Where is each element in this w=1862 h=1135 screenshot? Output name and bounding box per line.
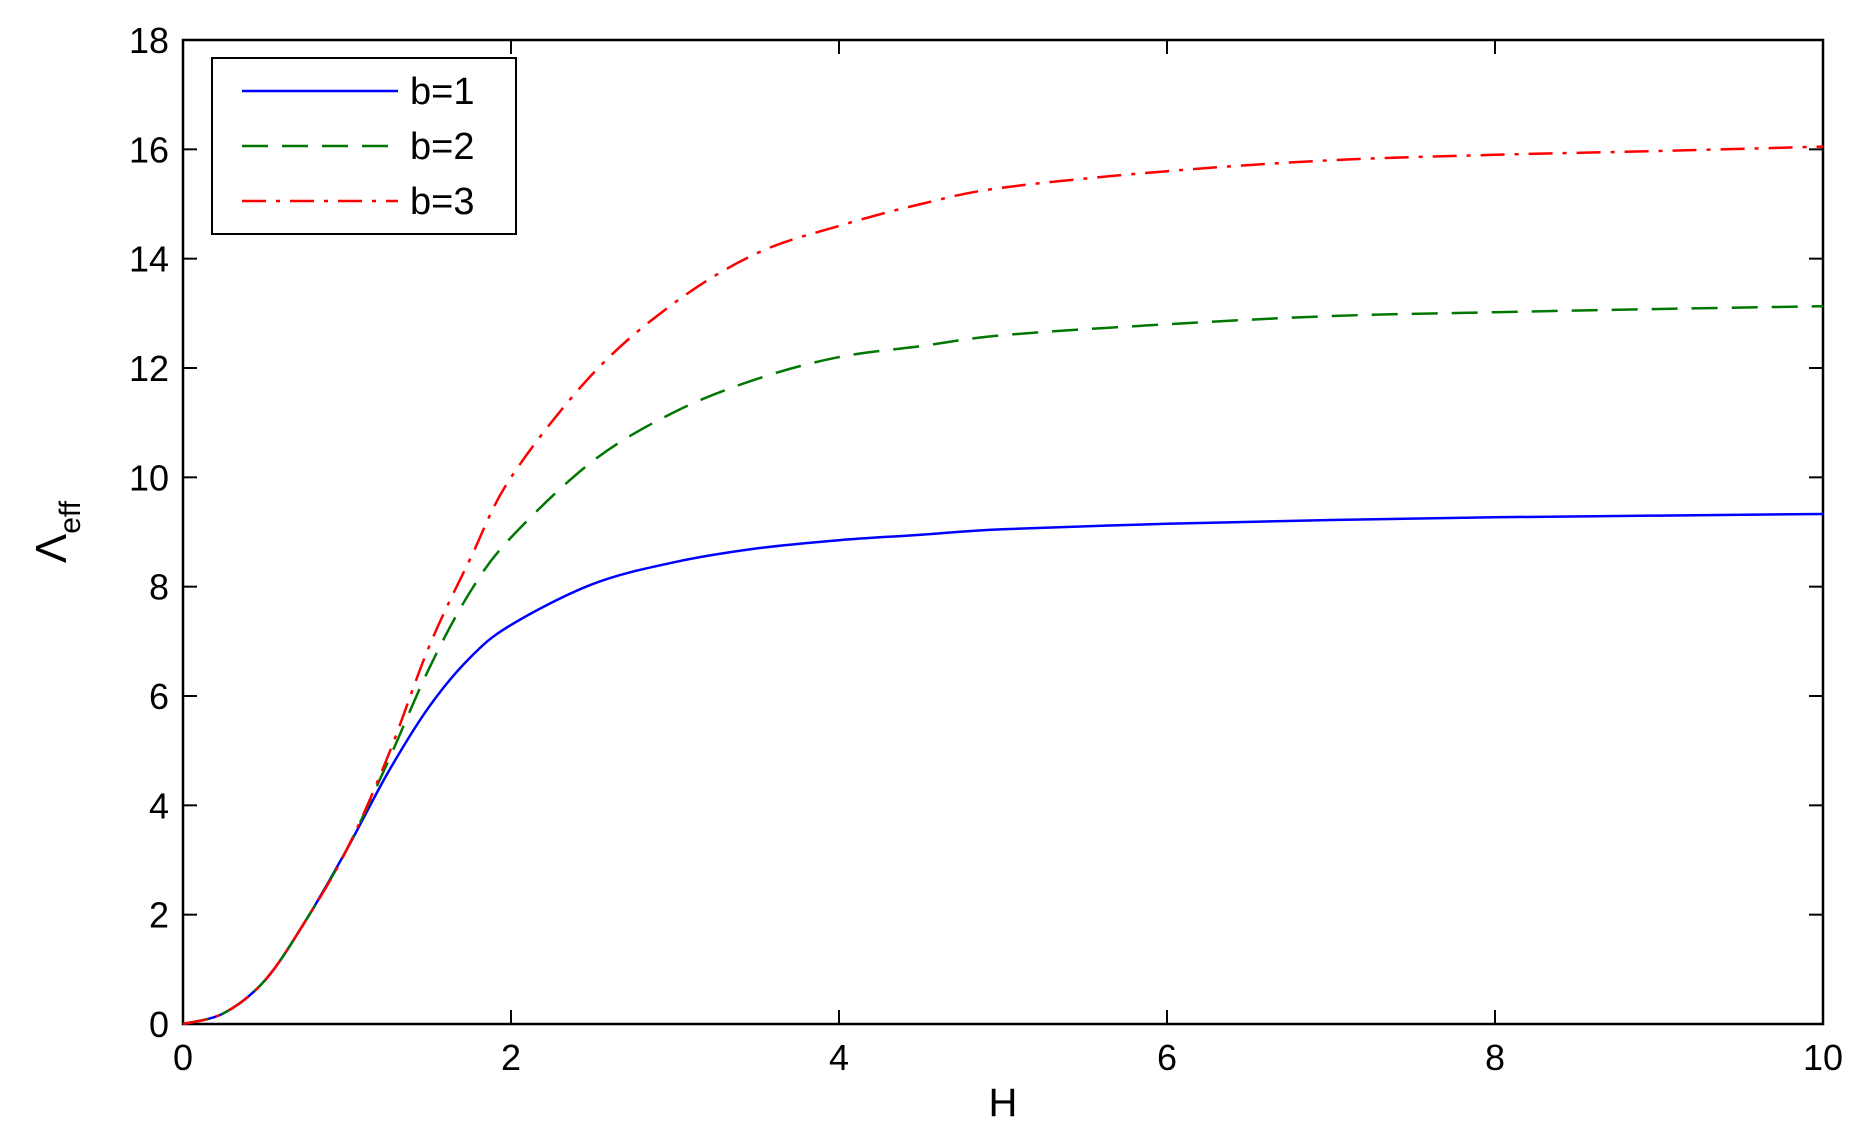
y-tick-label: 2 (149, 895, 169, 936)
x-tick-label: 4 (829, 1037, 849, 1078)
y-tick-label: 6 (149, 676, 169, 717)
y-tick-label: 8 (149, 567, 169, 608)
y-tick-label: 18 (129, 20, 169, 61)
x-tick-label: 2 (501, 1037, 521, 1078)
series-line-b2 (182, 304, 1824, 1026)
y-tick-label: 10 (129, 457, 169, 498)
y-axis-label-subscript: eff (54, 500, 87, 533)
legend-label-b2: b=2 (410, 126, 474, 168)
y-axis-label: Λeff (27, 500, 87, 563)
x-tick-label: 8 (1485, 1037, 1505, 1078)
y-tick-label: 4 (149, 785, 169, 826)
legend-label-b3: b=3 (410, 181, 474, 223)
x-tick-label: 10 (1803, 1037, 1843, 1078)
series-layer (182, 145, 1824, 1026)
legend: b=1 b=2 b=3 (211, 57, 517, 235)
x-tick-label: 0 (173, 1037, 193, 1078)
axis-ticks: 0 2 4 6 8 10 0 2 4 6 8 10 12 14 16 18 (129, 20, 1843, 1078)
y-tick-label: 16 (129, 129, 169, 170)
y-tick-label: 14 (129, 239, 169, 280)
y-axis-label-main: Λ (27, 533, 76, 563)
y-tick-label: 0 (149, 1004, 169, 1045)
legend-label-b1: b=1 (410, 71, 474, 113)
y-tick-label: 12 (129, 348, 169, 389)
x-tick-label: 6 (1157, 1037, 1177, 1078)
svg-text:Λeff: Λeff (27, 500, 87, 563)
x-axis-label: H (989, 1081, 1018, 1125)
